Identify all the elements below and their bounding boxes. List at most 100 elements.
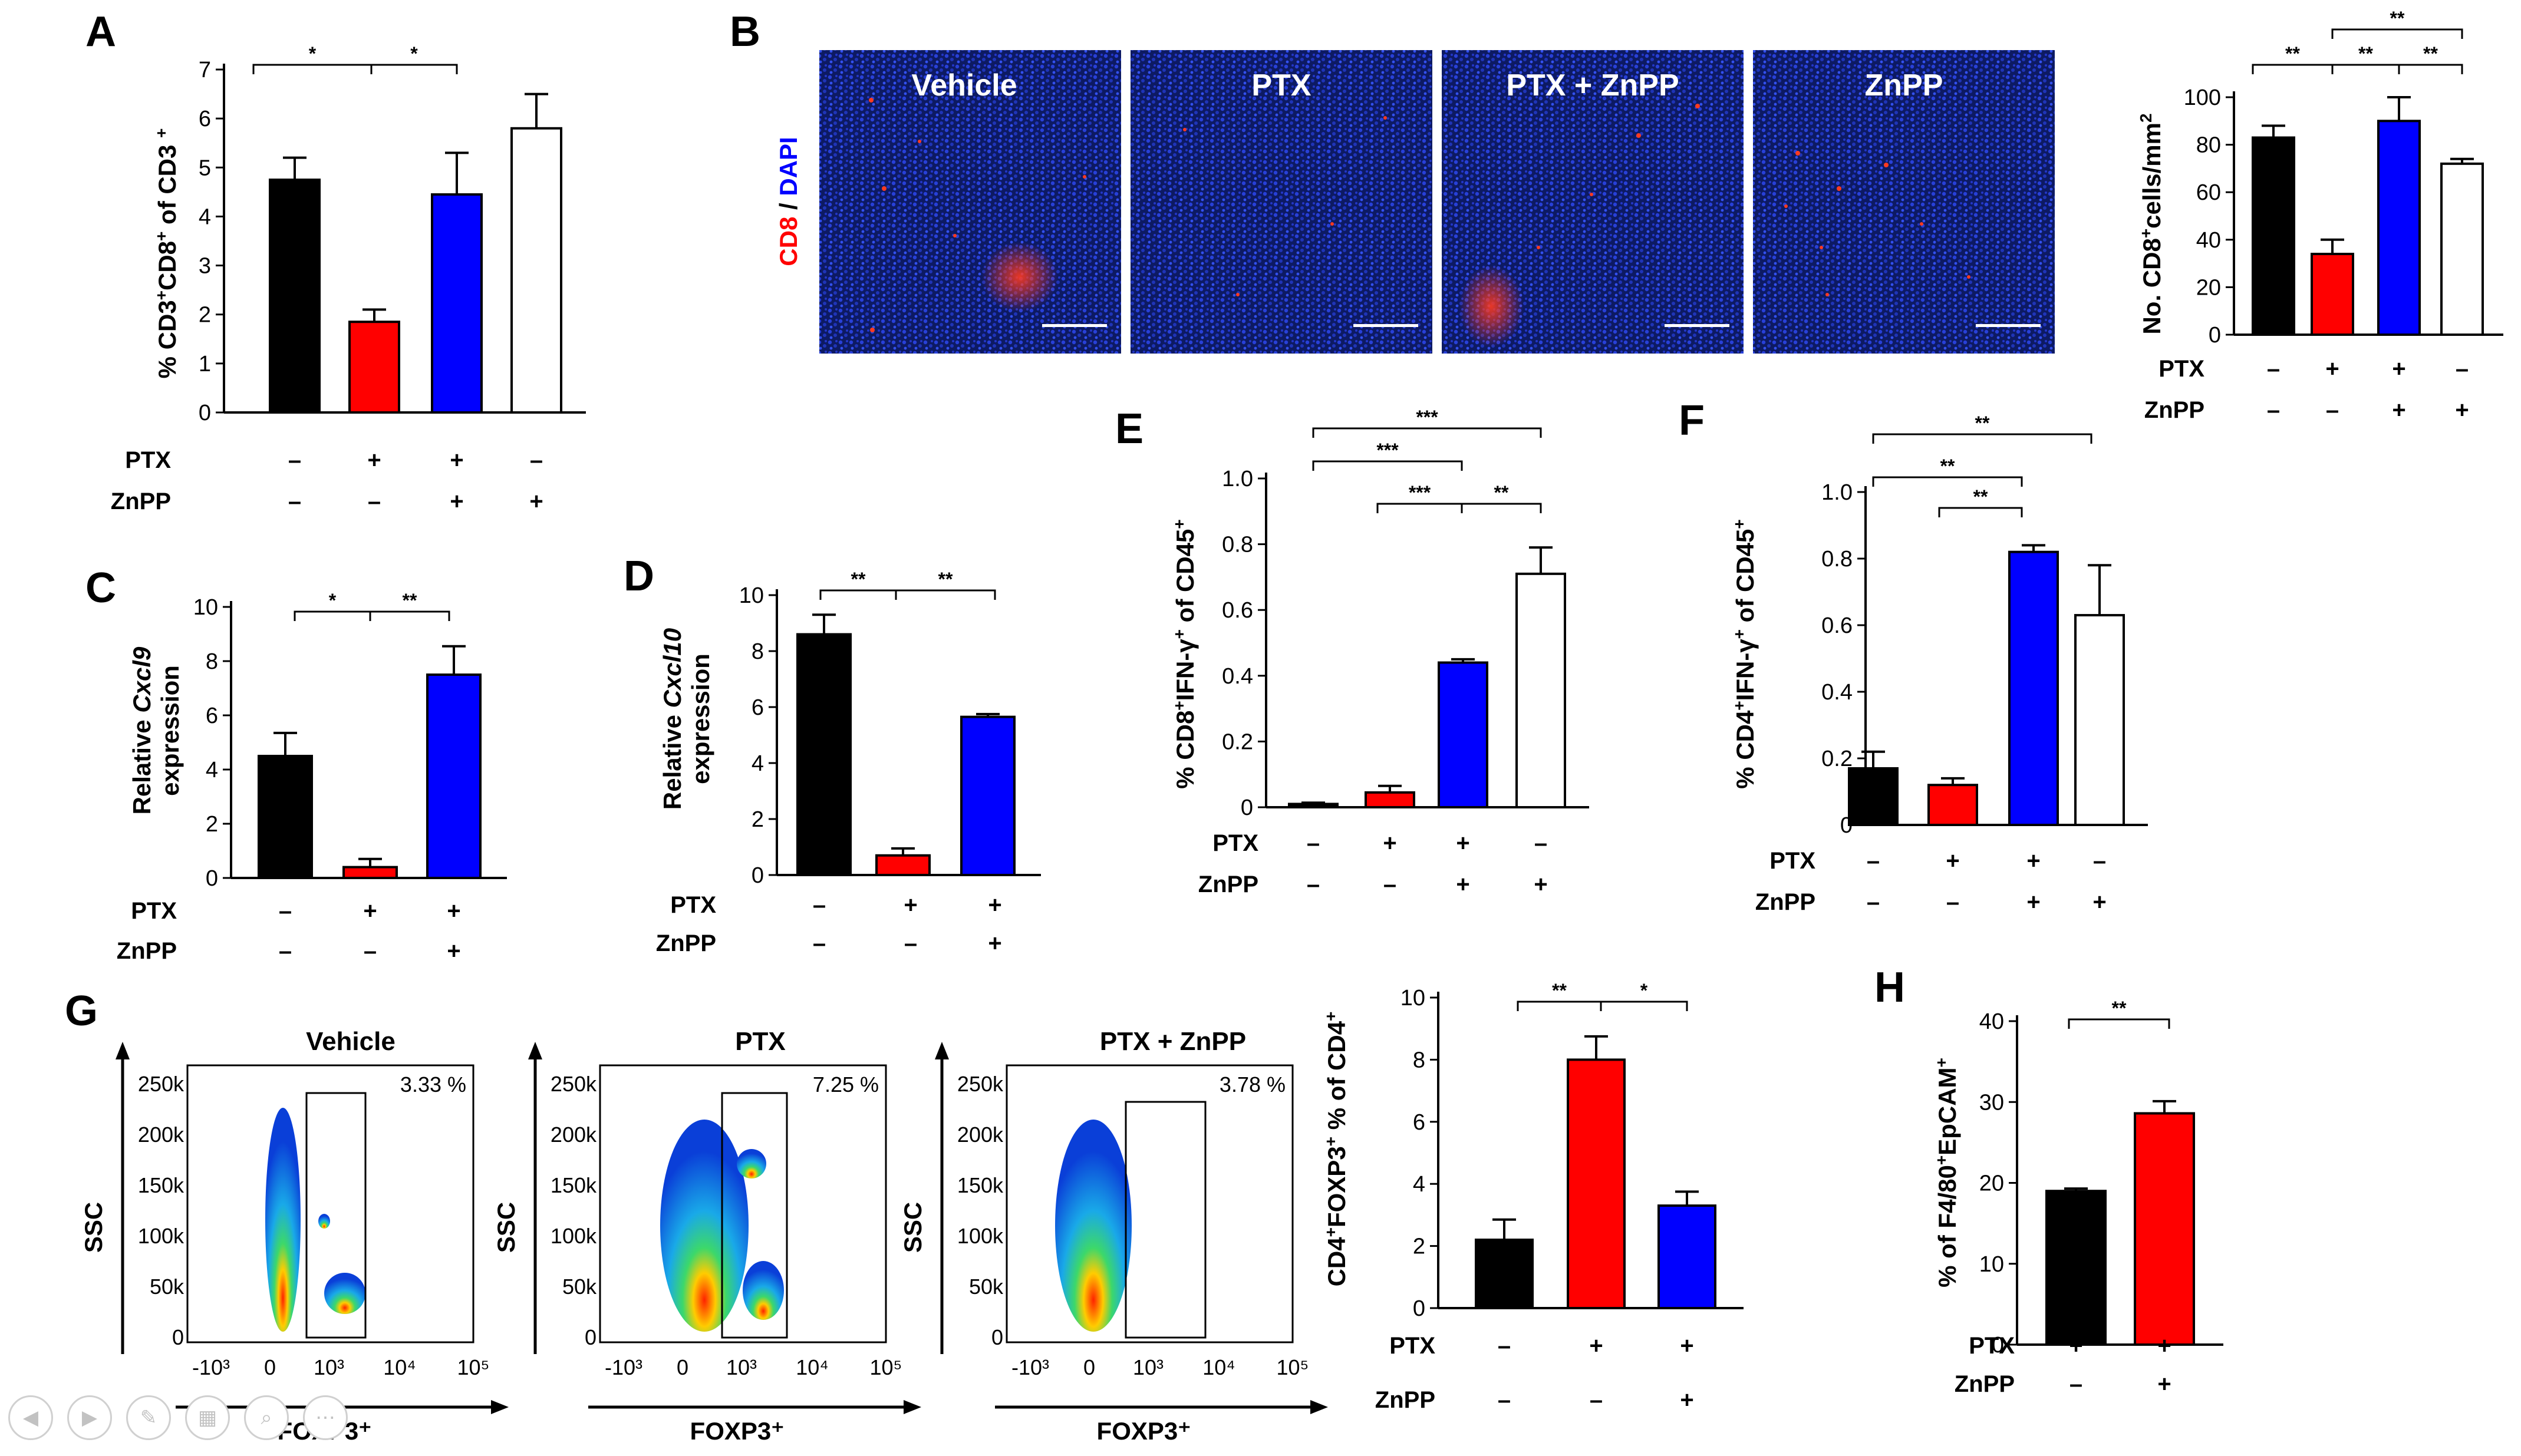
- flow-y-tick: 250k: [957, 1072, 1004, 1096]
- condition-sign: –: [364, 938, 377, 964]
- panel-letter-b: B: [730, 8, 760, 55]
- pen-icon[interactable]: ✎: [126, 1395, 171, 1440]
- bar: [1365, 791, 1415, 809]
- condition-sign: +: [1680, 1387, 1693, 1413]
- condition-sign: –: [279, 898, 292, 924]
- condition-sign: –: [279, 938, 292, 964]
- flow-y-arrowhead: [935, 1042, 949, 1059]
- significance-bracket: [1517, 1001, 1602, 1011]
- flow-y-tick: 100k: [551, 1224, 597, 1248]
- panel-letter-f: F: [1679, 397, 1705, 444]
- flow-y-axis-label: SSC: [899, 1202, 927, 1253]
- y-tick-label: 0: [1413, 1296, 1425, 1321]
- bar: [1567, 1058, 1626, 1310]
- panel-letter-e: E: [1115, 405, 1143, 453]
- panel-letter-a: A: [85, 8, 116, 55]
- flow-density-blob: [737, 1149, 766, 1178]
- flow-y-tick: 50k: [562, 1275, 597, 1299]
- panel-letter-g: G: [65, 988, 98, 1035]
- condition-sign: +: [447, 938, 460, 964]
- flow-plot-title: Vehicle: [306, 1027, 396, 1056]
- significance-marker: **: [1975, 412, 1990, 434]
- condition-sign: +: [2455, 397, 2469, 423]
- flow-x-tick: -10³: [1011, 1355, 1049, 1379]
- significance-marker: **: [938, 569, 953, 590]
- significance-bracket: [294, 610, 371, 621]
- y-tick-label: 0: [752, 863, 764, 888]
- flow-y-tick: 0: [991, 1325, 1003, 1349]
- bar: [510, 127, 562, 414]
- panel-letter-h: H: [1874, 964, 1905, 1011]
- panel-b-y-axis-label: No. CD8+cells/mm2: [2137, 113, 2166, 334]
- condition-sign: +: [1589, 1333, 1603, 1359]
- condition-sign: +: [2392, 356, 2405, 382]
- condition-label: ZnPP: [2144, 397, 2204, 423]
- y-tick-label: 0: [206, 866, 218, 891]
- flow-y-tick: 0: [172, 1325, 184, 1349]
- condition-label: PTX: [125, 447, 171, 473]
- flow-x-tick: 10³: [726, 1355, 757, 1379]
- y-tick-label: 10: [193, 595, 218, 620]
- next-slide-icon[interactable]: ▶: [67, 1395, 112, 1440]
- bar: [1438, 661, 1488, 808]
- y-tick-label: 6: [206, 704, 218, 728]
- condition-sign: –: [288, 488, 301, 514]
- flow-y-tick: 250k: [138, 1072, 184, 1096]
- condition-sign: +: [450, 488, 463, 514]
- more-options-icon[interactable]: ⋯: [303, 1395, 348, 1440]
- flow-x-arrowhead: [491, 1400, 509, 1414]
- micrograph-znpp: ZnPP: [1753, 50, 2055, 354]
- bar: [2377, 120, 2421, 336]
- condition-label: ZnPP: [111, 488, 171, 514]
- bar: [431, 193, 483, 414]
- condition-label: PTX: [1212, 830, 1258, 856]
- significance-marker: **: [2423, 43, 2438, 64]
- condition-sign: –: [1498, 1387, 1511, 1413]
- significance-bracket: [1872, 433, 2092, 444]
- y-tick-label: 0.4: [1821, 680, 1853, 705]
- condition-sign: +: [1456, 830, 1469, 856]
- viewer-toolbar: ◀ ▶ ✎ ▦ ⌕ ⋯: [8, 1395, 348, 1440]
- flow-y-tick: 0: [585, 1325, 597, 1349]
- y-tick-label: 40: [1979, 1009, 2004, 1034]
- y-tick-label: 20: [2196, 275, 2221, 300]
- flow-y-tick: 100k: [957, 1224, 1004, 1248]
- bar: [796, 633, 852, 876]
- micrograph-title-ptx-znpp: PTX + ZnPP: [1506, 68, 1679, 103]
- flow-plot-title: PTX: [735, 1027, 786, 1056]
- condition-label: ZnPP: [656, 930, 716, 956]
- significance-marker: *: [329, 590, 337, 611]
- significance-bracket: [1600, 1001, 1688, 1011]
- zoom-icon[interactable]: ⌕: [244, 1395, 289, 1440]
- condition-sign: +: [367, 447, 381, 473]
- y-tick-label: 0: [199, 401, 211, 425]
- flow-gate-percent: 3.33 %: [400, 1072, 466, 1097]
- flow-x-tick: 10⁴: [796, 1355, 829, 1379]
- significance-marker: ***: [1376, 440, 1399, 461]
- condition-sign: –: [2267, 397, 2280, 423]
- significance-marker: *: [410, 43, 418, 64]
- y-tick-label: 1: [199, 352, 211, 377]
- y-tick-label: 0: [1241, 795, 1253, 820]
- flow-y-tick: 50k: [969, 1275, 1004, 1299]
- condition-sign: –: [2326, 397, 2339, 423]
- previous-slide-icon[interactable]: ◀: [8, 1395, 53, 1440]
- slides-overview-icon[interactable]: ▦: [185, 1395, 230, 1440]
- significance-bracket: [1312, 460, 1463, 471]
- bar: [2074, 614, 2125, 827]
- flow-density-blob: [743, 1261, 784, 1320]
- bar: [269, 179, 321, 414]
- bar: [1657, 1204, 1716, 1309]
- condition-sign: –: [288, 447, 301, 473]
- flow-x-axis-label: FOXP3⁺: [1097, 1417, 1191, 1445]
- flow-x-tick: 10⁴: [1202, 1355, 1235, 1379]
- flow-density-blob: [324, 1273, 365, 1314]
- significance-bracket: [252, 64, 373, 74]
- condition-sign: –: [813, 930, 826, 956]
- significance-marker: ***: [1409, 482, 1431, 503]
- flow-y-tick: 50k: [150, 1275, 184, 1299]
- panel-b-chart: 0 20 40 60 80 100 PTX – + + – ZnPP – – + + ** ** ** **: [2144, 8, 2503, 423]
- condition-sign: +: [1456, 871, 1469, 897]
